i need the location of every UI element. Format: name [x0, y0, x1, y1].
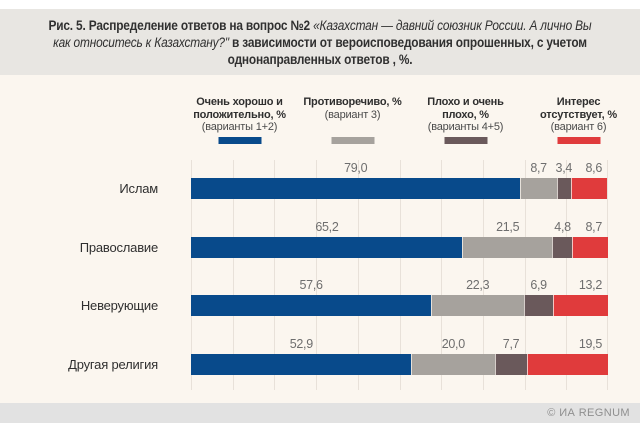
value-label: 20,0 [441, 337, 465, 351]
value-label: 57,6 [299, 278, 323, 292]
bar-segment [551, 237, 572, 258]
bar-segment [556, 178, 571, 199]
value-label-strip: 52,9 20,0 7,7 19,5 [191, 337, 608, 352]
figure-title: Рис. 5. Распределение ответов на вопрос … [38, 17, 601, 68]
gridline [399, 160, 401, 390]
value-label: 3,4 [555, 161, 573, 175]
value-label: 52,9 [289, 337, 313, 351]
gridline [191, 160, 192, 390]
value-label: 4,8 [554, 220, 571, 234]
legend-swatch [444, 137, 487, 144]
value-label: 22,3 [466, 278, 490, 292]
bar-row [191, 295, 608, 316]
value-label: 65,2 [315, 220, 339, 234]
title-part: в зависимости от вероисповедования опрош… [227, 34, 587, 67]
bar-row [191, 178, 608, 199]
legend-title: Интерес отсутствует, % [540, 96, 617, 121]
gridline [524, 160, 526, 390]
bar-segment [520, 178, 557, 199]
bar-segment [191, 237, 463, 258]
value-label: 8,6 [585, 161, 603, 175]
title-band: Рис. 5. Распределение ответов на вопрос … [0, 9, 640, 75]
bar-segment [524, 295, 553, 316]
bar-segment [462, 237, 552, 258]
gridline [232, 160, 234, 390]
gridline [274, 160, 276, 390]
value-label: 13,2 [578, 278, 602, 292]
legend-title: Плохо и очень плохо, % [427, 96, 504, 121]
value-label: 8,7 [585, 220, 603, 234]
legend-title: Противоречиво, % [303, 96, 402, 108]
category-label: Другая религия [68, 357, 158, 372]
footer: © ИА REGNUM [0, 403, 640, 423]
bar-segment [191, 178, 521, 199]
value-label: 8,7 [530, 161, 547, 175]
value-label: 6,9 [530, 278, 547, 292]
bar-segment [411, 354, 495, 375]
grid [191, 160, 608, 390]
value-label: 7,7 [502, 337, 520, 351]
legend-item-3: Интерес отсутствует, % (вариант 6) [522, 96, 635, 154]
legend-variant: (вариант 6) [550, 121, 607, 133]
category-label: Православие [79, 240, 159, 255]
legend: Очень хорошо и положительно, % (варианты … [183, 96, 635, 154]
value-label: 19,5 [578, 337, 602, 351]
title-part: Рис. 5. Распределение ответов на вопрос … [48, 17, 314, 33]
bar-segment [526, 354, 608, 375]
legend-item-0: Очень хорошо и положительно, % (варианты … [183, 96, 296, 154]
legend-variant: (варианты 1+2) [201, 121, 278, 133]
bar-row [191, 354, 608, 375]
bar-row [191, 237, 609, 258]
gridline [566, 160, 568, 390]
gridline [316, 160, 318, 390]
legend-variant: (вариант 3) [324, 108, 381, 121]
bar-segment [494, 354, 527, 375]
credit-text: © ИА REGNUM [547, 407, 630, 419]
gridline [357, 160, 359, 390]
category-label: Ислам [119, 181, 158, 196]
category-label: Неверующие [80, 298, 158, 313]
title-part: «Казахстан — давний союзник России. А ли… [53, 17, 592, 50]
gridline [607, 160, 608, 390]
bar-segment [191, 354, 412, 375]
legend-item-2: Плохо и очень плохо, % (варианты 4+5) [409, 96, 522, 154]
legend-swatch [331, 137, 374, 144]
legend-swatch [218, 137, 261, 144]
gridline [482, 160, 484, 390]
bar-segment [191, 295, 432, 316]
legend-swatch [557, 137, 600, 144]
legend-title: Очень хорошо и положительно, % [193, 96, 286, 121]
bar-segment [570, 178, 607, 199]
bar-segment [571, 237, 609, 258]
value-label-strip: 79,0 8,7 3,4 8,6 [191, 161, 608, 176]
gridline [441, 160, 443, 390]
value-label: 21,5 [496, 220, 520, 234]
bar-segment [431, 295, 525, 316]
legend-variant: (варианты 4+5) [427, 121, 504, 133]
bar-segment [552, 295, 608, 316]
value-label-strip: 57,6 22,3 6,9 13,2 [191, 278, 608, 293]
value-label: 79,0 [344, 161, 368, 175]
legend-item-1: Противоречиво, % (вариант 3) [296, 96, 409, 154]
value-label-strip: 65,2 21,5 4,8 8,7 [191, 220, 608, 235]
